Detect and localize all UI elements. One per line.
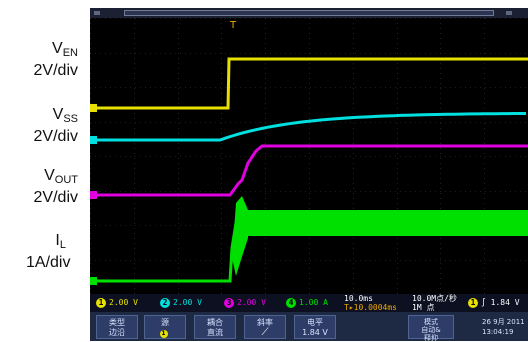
waveform-svg: T [90, 18, 528, 294]
ch2-scale: 2.00 V [173, 298, 202, 307]
softkey-type[interactable]: 类型 边沿 [96, 315, 138, 339]
oscilloscope-screen: T 1 2.00 V 2 2.00 V 3 2.00 V 4 1.00 A 10.0ms… [90, 8, 528, 341]
status-bar: 1 2.00 V 2 2.00 V 3 2.00 V 4 1.00 A 10.0ms T… [90, 294, 528, 312]
date-time: 26 9月 2011 13:04:19 [482, 315, 528, 339]
vout-label: VOUT 2V/div [26, 167, 78, 207]
ch1-status[interactable]: 1 2.00 V [96, 297, 138, 309]
record-view-bar [90, 8, 528, 18]
channel-3-ground-marker[interactable] [90, 191, 97, 199]
vss-symbol: V [52, 106, 64, 123]
trigger-level: 1.84 V [490, 298, 520, 307]
il-label: IL 1A/div [26, 232, 70, 272]
il-ripple-envelope [248, 210, 528, 236]
ven-symbol: V [52, 40, 63, 57]
sample-rate: 10.0M点/秒 [412, 294, 457, 303]
softkey-mode[interactable]: 模式 自动& 释抑 [408, 315, 454, 341]
channel-2-ground-marker[interactable] [90, 136, 97, 144]
delay-value: 10.0004ms [353, 303, 397, 312]
vout-trace [90, 144, 528, 197]
delay-prefix: T▸ [344, 303, 354, 312]
vout-subscript: OUT [54, 174, 78, 186]
record-window[interactable] [124, 10, 494, 16]
ch2-status[interactable]: 2 2.00 V [160, 297, 202, 309]
softkey-slope[interactable]: 斜率 ⟋ [244, 315, 286, 339]
ch1-scale: 2.00 V [109, 298, 138, 307]
ven-trace [90, 57, 528, 110]
ven-label: VEN 2V/div [26, 40, 78, 80]
record-bar-right [506, 11, 512, 15]
il-inrush-spike [232, 196, 248, 276]
softkey-level[interactable]: 电平 1.84 V [294, 315, 336, 339]
vss-trace [90, 112, 526, 142]
vout-scale: 2V/div [33, 189, 78, 206]
source-ch1-icon: 1 [159, 330, 168, 338]
ch3-scale: 2.00 V [237, 298, 266, 307]
rising-edge-icon: ⟋ [261, 327, 269, 338]
trigger-position-marker[interactable]: T [229, 20, 237, 31]
softkey-coupling[interactable]: 耦合 直流 [194, 315, 236, 339]
record-bar-left [94, 11, 100, 15]
vout-symbol: V [44, 167, 55, 184]
vss-label: VSS 2V/div [26, 106, 78, 146]
il-subscript: L [59, 239, 66, 251]
ch3-status[interactable]: 3 2.00 V [224, 297, 266, 309]
trigger-readout[interactable]: 1 ∫ 1.84 V [468, 297, 520, 309]
channel-markers [90, 104, 97, 285]
record-length: 1M 点 [412, 303, 435, 312]
softkey-menu: 类型 边沿 源 1 耦合 直流 斜率 ⟋ 电平 1.84 V 模式 自动& 释抑… [90, 312, 528, 341]
channel-4-ground-marker[interactable] [90, 277, 97, 285]
ven-subscript: EN [62, 47, 78, 59]
timebase-readout[interactable]: 10.0ms T▸10.0004ms [344, 294, 397, 312]
acquisition-readout[interactable]: 10.0M点/秒 1M 点 [412, 294, 457, 312]
ven-scale: 2V/div [33, 62, 78, 79]
ch2-circle-icon: 2 [160, 298, 170, 308]
trigger-ch-circle-icon: 1 [468, 298, 478, 308]
ch4-circle-icon: 4 [286, 298, 296, 308]
waveform-display: T [90, 18, 528, 294]
ch1-circle-icon: 1 [96, 298, 106, 308]
il-ripple-band [232, 196, 528, 276]
timebase-value: 10.0ms [344, 294, 373, 303]
trigger-slope-icon: ∫ [481, 298, 486, 307]
vss-subscript: SS [63, 113, 78, 125]
vss-scale: 2V/div [33, 128, 78, 145]
il-scale: 1A/div [26, 254, 71, 271]
softkey-source-label: 源 [161, 318, 169, 327]
ch4-scale: 1.00 A [299, 298, 328, 307]
ch3-circle-icon: 3 [224, 298, 234, 308]
ch4-status[interactable]: 4 1.00 A [286, 297, 328, 309]
softkey-source[interactable]: 源 1 [144, 315, 186, 339]
softkey-slope-label: 斜率 [257, 318, 273, 327]
channel-1-ground-marker[interactable] [90, 104, 97, 112]
il-symbol: I [55, 232, 60, 249]
